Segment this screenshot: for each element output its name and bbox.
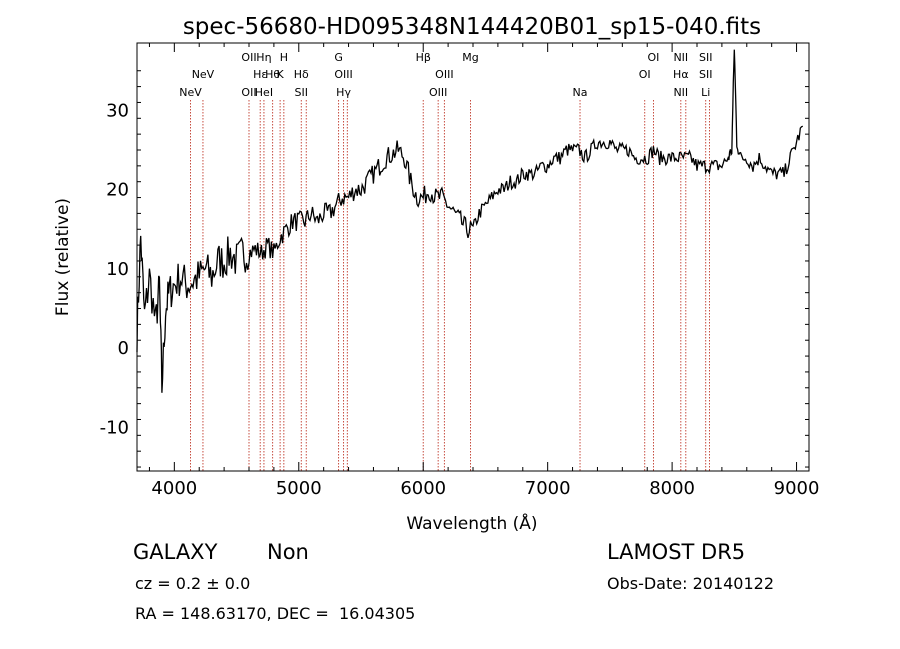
y-tick-label: 20 — [106, 180, 129, 201]
line-label: SII — [699, 68, 712, 81]
line-label: Na — [573, 86, 588, 99]
y-tick-label: -10 — [100, 417, 129, 438]
line-label: OI — [639, 68, 651, 81]
chart-title: spec-56680-HD095348N144420B01_sp15-040.f… — [183, 14, 761, 40]
ra-dec-coordinates: RA = 148.63170, DEC = 16.04305 — [135, 604, 416, 623]
line-label: K — [277, 68, 285, 81]
line-label: OII — [241, 51, 256, 64]
line-label: Li — [701, 86, 710, 99]
line-label: OIII — [435, 68, 453, 81]
line-label: Hε — [253, 68, 267, 81]
object-type: GALAXY — [133, 540, 218, 564]
line-label: Hη — [256, 51, 271, 64]
line-label: HeI — [255, 86, 273, 99]
line-label: H — [280, 51, 288, 64]
y-axis: -10 0 10 20 30 — [100, 70, 809, 468]
x-tick-label: 7000 — [525, 478, 571, 499]
y-axis-label: Flux (relative) — [53, 198, 73, 316]
line-label: OIII — [429, 86, 447, 99]
line-label: SII — [699, 51, 712, 64]
line-label: NeV — [179, 86, 202, 99]
line-label: G — [334, 51, 343, 64]
line-label: Mg — [462, 51, 478, 64]
line-label: Hγ — [336, 86, 351, 99]
y-tick-label: 0 — [118, 338, 129, 359]
redshift-cz: cz = 0.2 ± 0.0 — [135, 574, 251, 593]
line-label: NII — [673, 51, 688, 64]
line-label: OIII — [334, 68, 352, 81]
x-axis-label: Wavelength (Å) — [406, 512, 537, 534]
x-axis: 4000 5000 6000 7000 8000 9000 — [148, 43, 820, 499]
line-label: Hδ — [294, 68, 309, 81]
emission-line-markers — [190, 100, 710, 471]
x-tick-label: 5000 — [276, 478, 322, 499]
line-label: Hα — [673, 68, 689, 81]
object-subclass: Non — [267, 540, 309, 564]
observation-date: Obs-Date: 20140122 — [607, 574, 775, 593]
x-tick-label: 6000 — [400, 478, 446, 499]
x-tick-label: 9000 — [774, 478, 820, 499]
x-tick-label: 8000 — [649, 478, 695, 499]
y-tick-label: 30 — [106, 100, 129, 121]
spectrum-line — [136, 49, 804, 393]
line-label: NII — [673, 86, 688, 99]
y-tick-label: 10 — [106, 259, 129, 280]
line-label: Hθ — [265, 68, 280, 81]
survey-name: LAMOST DR5 — [607, 540, 746, 564]
spectrum-chart: spec-56680-HD095348N144420B01_sp15-040.f… — [53, 14, 820, 534]
line-label: OII — [241, 86, 256, 99]
plot-frame — [136, 42, 810, 472]
x-tick-label: 4000 — [151, 478, 197, 499]
line-label: SII — [295, 86, 308, 99]
line-label: NeV — [192, 68, 215, 81]
line-label: OI — [647, 51, 659, 64]
line-label: Hβ — [416, 51, 431, 64]
